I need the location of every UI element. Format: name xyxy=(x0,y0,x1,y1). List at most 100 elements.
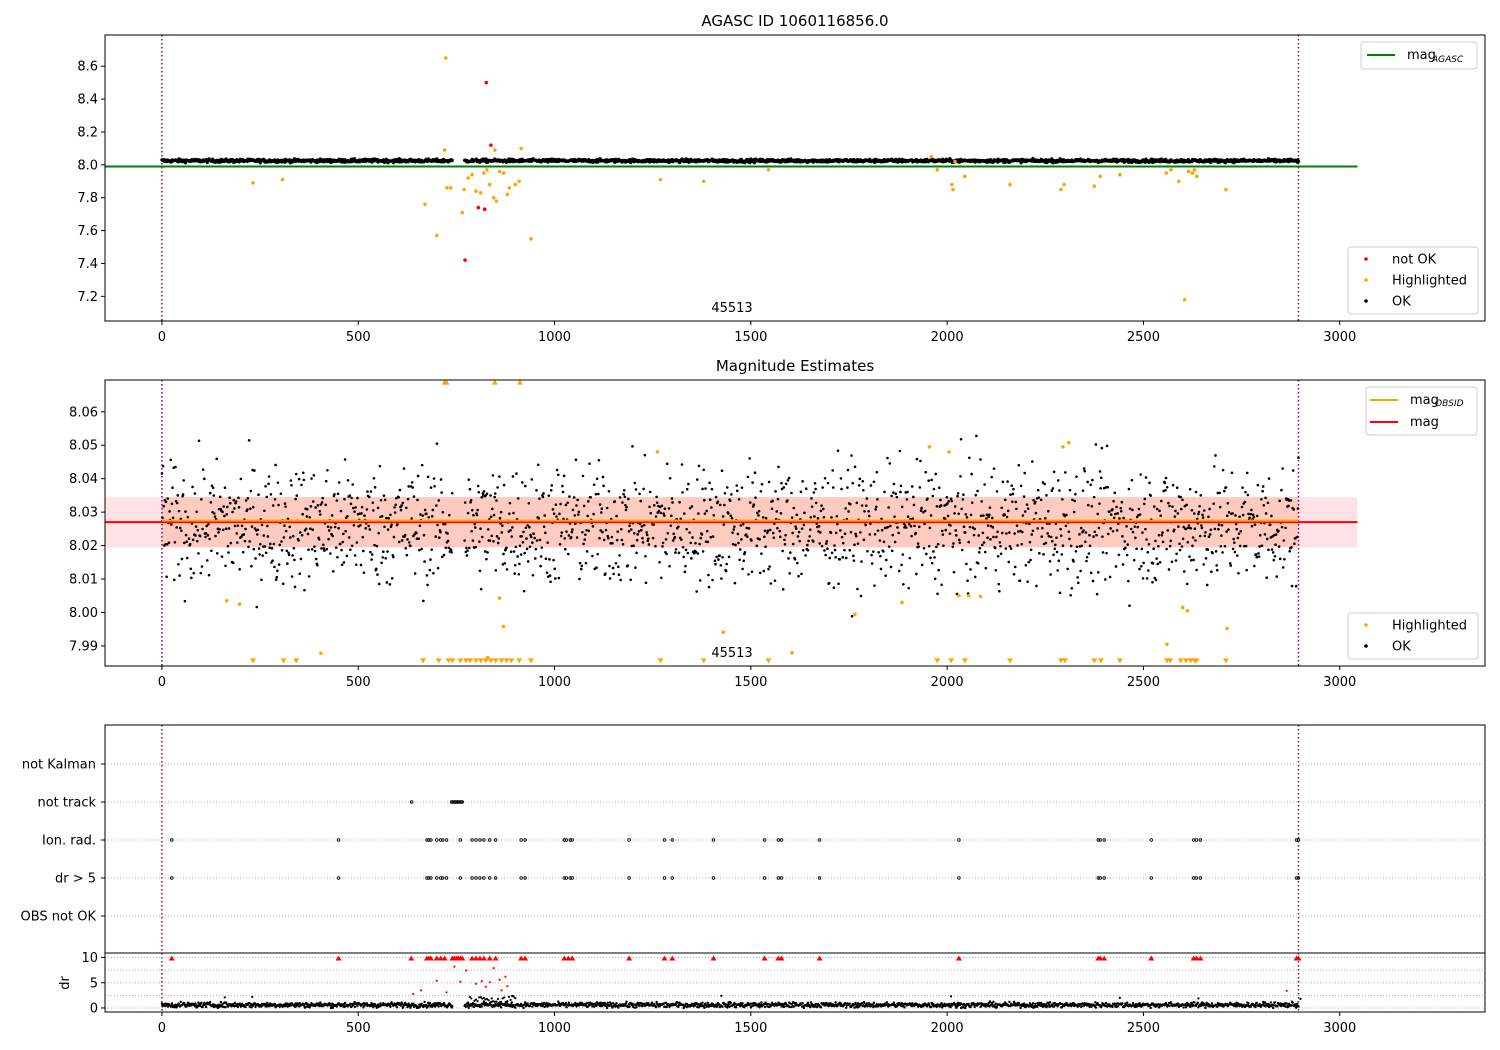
ok-point xyxy=(425,574,429,577)
ok-point xyxy=(1028,540,1032,544)
ok-point xyxy=(418,1005,422,1009)
ok-point xyxy=(531,1005,534,1008)
ok-point xyxy=(1058,591,1062,595)
ok-point xyxy=(324,503,327,507)
ok-point xyxy=(1144,476,1148,479)
ok-point xyxy=(1041,526,1044,530)
ok-point xyxy=(1191,544,1194,548)
ok-point xyxy=(1262,504,1266,507)
ok-point xyxy=(850,454,853,457)
ok-point xyxy=(724,569,728,573)
ok-point xyxy=(318,509,322,513)
ok-point xyxy=(712,514,716,517)
ok-point xyxy=(1157,533,1161,537)
ok-point xyxy=(985,517,988,520)
ok-point xyxy=(398,488,402,492)
ok-point xyxy=(1066,567,1069,571)
ok-point xyxy=(1266,537,1269,541)
highlighted-point xyxy=(482,171,486,175)
ok-point xyxy=(1215,564,1218,567)
ok-point xyxy=(312,474,316,477)
ok-point xyxy=(1152,547,1155,551)
ok-point xyxy=(992,467,996,470)
ok-point xyxy=(1133,525,1137,528)
ok-point xyxy=(581,474,585,478)
highlighted-clipped-marker xyxy=(443,379,450,385)
ok-point xyxy=(499,510,503,514)
ok-point xyxy=(1175,486,1179,490)
ok-point xyxy=(880,517,883,521)
ok-point xyxy=(745,535,749,538)
ok-point xyxy=(418,524,422,528)
ok-point xyxy=(523,551,526,555)
ok-point xyxy=(281,582,285,586)
ok-point xyxy=(345,554,349,558)
ok-point xyxy=(1089,483,1092,487)
ok-point xyxy=(423,1000,426,1004)
flag-marker xyxy=(478,838,482,842)
ok-point xyxy=(364,527,367,530)
ok-point xyxy=(976,562,980,565)
ok-point xyxy=(797,574,800,578)
ok-point xyxy=(556,1004,559,1007)
ok-point xyxy=(290,483,293,487)
ok-point xyxy=(639,528,643,532)
ok-point xyxy=(233,507,236,510)
ok-point xyxy=(306,532,310,536)
ok-point xyxy=(896,526,899,529)
ok-point xyxy=(688,506,692,510)
ok-point xyxy=(814,501,818,505)
panel-magnitude-estimates: Magnitude Estimates 45513 0 500 1000 1500 20… xyxy=(69,357,1486,690)
ok-point xyxy=(982,514,985,517)
ok-point xyxy=(1117,553,1121,557)
ok-point xyxy=(512,550,516,553)
ok-point xyxy=(1097,526,1101,530)
ok-point xyxy=(223,486,227,490)
highlighted-point xyxy=(951,187,955,192)
ok-point xyxy=(946,514,950,518)
ok-point xyxy=(1265,576,1269,580)
ok-point xyxy=(1195,568,1198,572)
highlighted-clipped-marker xyxy=(420,658,427,664)
ok-point xyxy=(1245,568,1248,572)
ok-point xyxy=(1139,564,1143,568)
ok-point xyxy=(473,522,476,526)
ok-point xyxy=(1197,512,1200,516)
ok-point xyxy=(725,486,729,489)
ok-point xyxy=(1000,531,1004,535)
ok-point xyxy=(541,495,545,499)
ok-point xyxy=(672,532,675,536)
ok-point xyxy=(922,546,926,550)
ok-point xyxy=(671,539,675,542)
ok-point xyxy=(333,525,337,529)
flag-marker xyxy=(336,876,341,880)
highlighted-point xyxy=(655,450,660,454)
ok-point xyxy=(1016,544,1019,547)
flag-marker xyxy=(438,876,443,880)
ok-point xyxy=(892,482,896,486)
ok-point xyxy=(1284,526,1287,530)
ok-point xyxy=(993,546,997,550)
ok-point xyxy=(297,539,300,542)
ok-point xyxy=(859,594,863,598)
ok-point xyxy=(1067,530,1071,533)
ok-point xyxy=(346,514,349,518)
ok-point xyxy=(254,557,257,560)
ok-point xyxy=(1283,557,1286,561)
ok-point xyxy=(959,437,963,441)
ok-point xyxy=(446,1005,450,1008)
ok-point xyxy=(730,516,734,520)
ok-point xyxy=(423,508,427,512)
highlighted-point xyxy=(957,593,961,598)
ok-point xyxy=(1127,487,1131,491)
ok-point xyxy=(1043,482,1046,486)
ok-point xyxy=(707,585,711,589)
ok-point xyxy=(744,533,748,536)
highlighted-clipped-marker xyxy=(491,379,498,385)
ok-point xyxy=(1294,584,1298,588)
ok-point xyxy=(323,549,326,552)
ok-point xyxy=(766,531,769,535)
highlighted-point xyxy=(507,186,512,190)
ok-point xyxy=(929,514,933,517)
highlighted-point xyxy=(1164,171,1169,175)
